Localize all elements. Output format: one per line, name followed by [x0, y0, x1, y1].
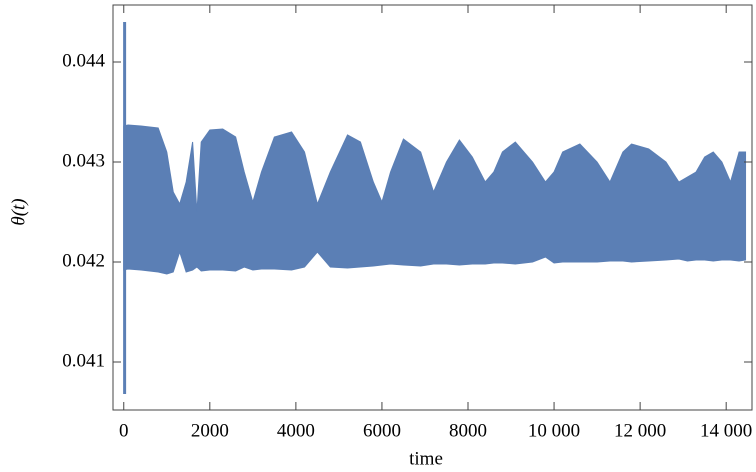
x-tick-label: 4000 — [277, 420, 315, 441]
x-tick-label: 12 000 — [614, 420, 666, 441]
x-tick-label: 2000 — [191, 420, 229, 441]
x-tick-label: 8000 — [449, 420, 487, 441]
plot-frame — [112, 4, 753, 411]
y-tick-label: 0.042 — [62, 250, 105, 271]
x-tick-label: 10 000 — [528, 420, 580, 441]
x-tick-label: 14 000 — [700, 420, 752, 441]
x-tick-label: 6000 — [363, 420, 401, 441]
y-tick-label: 0.043 — [62, 150, 105, 171]
y-axis-label: θ(t) — [8, 198, 29, 225]
initial-spike — [123, 22, 127, 394]
oscillation-band — [123, 124, 747, 275]
x-tick-label: 0 — [119, 420, 129, 441]
y-tick-label: 0.044 — [62, 50, 105, 71]
y-tick-label: 0.041 — [62, 350, 105, 371]
x-axis-label: time — [409, 448, 443, 469]
